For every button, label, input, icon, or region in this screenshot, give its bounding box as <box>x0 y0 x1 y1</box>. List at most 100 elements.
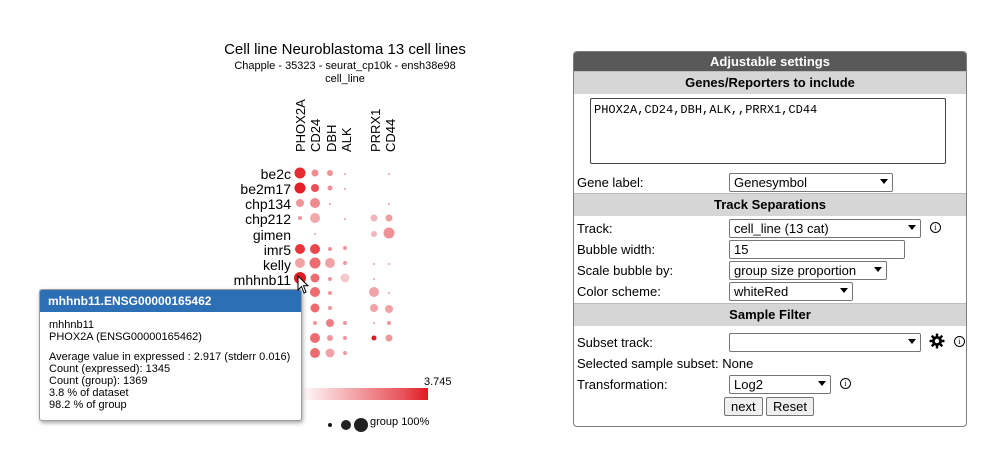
tooltip-gene: PHOX2A (ENSG00000165462) <box>49 331 202 343</box>
cell-line-row-label: chp212 <box>245 211 291 227</box>
cell-line-row-label: kelly <box>262 257 291 273</box>
rows-below-tooltip <box>310 287 393 358</box>
bubble <box>344 188 346 190</box>
bubble <box>383 227 395 239</box>
transformation-value: Log2 <box>734 377 763 392</box>
bubble <box>310 287 320 297</box>
plot-subtitle: Chapple - 35323 - seurat_cp10k - ensh38e… <box>234 60 456 72</box>
bubble-width-input[interactable]: 15 <box>729 240 905 259</box>
bubble <box>325 258 335 268</box>
gear-icon[interactable] <box>929 333 945 349</box>
track-label: Track: <box>577 221 613 236</box>
color-scheme-select[interactable]: whiteRed <box>729 282 853 301</box>
bubble <box>343 321 347 325</box>
bubble <box>373 278 375 280</box>
mouse-cursor-icon <box>297 275 310 294</box>
track-section-header: Track Separations <box>574 193 966 216</box>
genes-section-header: Genes/Reporters to include <box>574 71 966 94</box>
cell-line-row-label: be2c <box>260 166 291 182</box>
bubble <box>388 292 390 294</box>
bubble <box>310 303 320 313</box>
bubble <box>295 244 305 254</box>
track-select[interactable]: cell_line (13 cat) <box>729 219 921 238</box>
chevron-down-icon <box>880 179 888 184</box>
bubble-width-label: Bubble width: <box>577 242 656 257</box>
bubble <box>388 203 390 205</box>
scale-by-value: group size proportion <box>734 263 857 278</box>
chevron-down-icon <box>818 381 826 386</box>
bubble <box>385 334 393 342</box>
bubble <box>343 246 347 250</box>
bubble <box>329 203 331 205</box>
subset-track-label: Subset track: <box>577 335 653 350</box>
bubble <box>388 263 390 265</box>
bubble <box>385 214 393 222</box>
transformation-select[interactable]: Log2 <box>729 375 831 394</box>
tooltip-count-group: Count (group): 1369 <box>49 375 148 387</box>
bubble <box>295 258 305 268</box>
bubble <box>328 277 332 281</box>
bubble <box>370 214 378 222</box>
bubble <box>385 305 393 313</box>
cell-line-row-label: be2m17 <box>240 181 291 197</box>
bubble <box>388 173 390 175</box>
bubble <box>294 167 306 179</box>
settings-panel: Adjustable settings Genes/Reporters to i… <box>573 51 967 427</box>
plot-track-label: cell_line <box>325 73 365 85</box>
subset-track-select[interactable] <box>729 333 921 352</box>
row-gimen <box>314 227 395 239</box>
tooltip-cell-line: mhhnb11 <box>49 319 95 331</box>
bubble <box>371 335 377 341</box>
bubble <box>326 319 334 327</box>
bubble <box>311 184 319 192</box>
next-button[interactable]: next <box>724 397 763 416</box>
track-value: cell_line (13 cat) <box>734 221 829 236</box>
bubble <box>310 213 320 223</box>
bubble <box>327 335 333 341</box>
bubble <box>387 321 391 325</box>
genes-textarea[interactable]: PHOX2A,CD24,DBH,ALK,,PRRX1,CD44 <box>590 98 946 164</box>
transformation-label: Transformation: <box>577 377 668 392</box>
bubble <box>310 244 320 254</box>
info-icon[interactable]: i <box>954 336 965 347</box>
scale-by-select[interactable]: group size proportion <box>729 261 887 280</box>
bubble <box>311 169 319 177</box>
bubble <box>373 322 375 324</box>
bubble <box>344 218 346 220</box>
tooltip-count-expressed: Count (expressed): 1345 <box>49 363 171 375</box>
row-be2c <box>294 167 390 179</box>
bubble <box>294 182 306 194</box>
info-icon[interactable]: i <box>840 378 851 389</box>
info-icon[interactable]: i <box>930 222 941 233</box>
row-kelly <box>295 257 390 269</box>
bubble <box>327 185 333 191</box>
bubble <box>325 348 335 358</box>
bubble <box>310 348 320 358</box>
bubble <box>310 198 320 208</box>
size-legend-dot-small <box>328 423 332 427</box>
gene-label-value: Genesymbol <box>734 175 807 190</box>
cell-line-row-label: mhhnb11 <box>233 272 291 288</box>
color-scheme-label: Color scheme: <box>577 284 661 299</box>
gene-label-label: Gene label: <box>577 175 644 190</box>
bubble <box>296 199 304 207</box>
reset-button[interactable]: Reset <box>766 397 814 416</box>
bubble <box>314 233 316 235</box>
row-chp212 <box>298 213 393 223</box>
bubble <box>343 351 347 355</box>
bubble <box>298 216 302 220</box>
color-scale-max-label: 3.745 <box>424 376 452 388</box>
cell-line-row-label: chp134 <box>245 196 291 212</box>
cell-line-row-label: gimen <box>252 227 291 243</box>
sample-filter-header: Sample Filter <box>574 303 966 326</box>
plot-title: Cell line Neuroblastoma 13 cell lines <box>224 41 466 58</box>
bubble <box>309 257 321 269</box>
gene-label-select[interactable]: Genesymbol <box>729 173 893 192</box>
bubble <box>370 304 378 312</box>
tooltip-pct-dataset: 3.8 % of dataset <box>49 387 129 399</box>
bubble <box>328 306 332 310</box>
tooltip-title: mhhnb11.ENSG00000165462 <box>40 290 301 312</box>
color-scale-bar <box>300 388 428 400</box>
scale-by-label: Scale bubble by: <box>577 263 674 278</box>
color-scheme-value: whiteRed <box>734 284 789 299</box>
